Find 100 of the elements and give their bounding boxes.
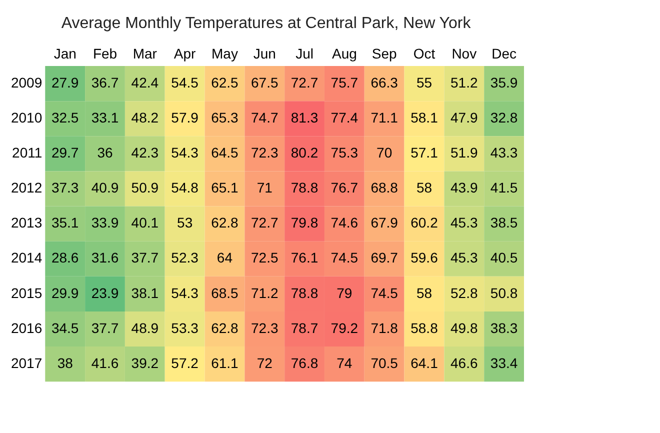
data-label: 65.3 bbox=[211, 109, 239, 126]
data-label: 71.2 bbox=[250, 284, 278, 301]
x-tick-label: Dec bbox=[492, 45, 516, 62]
data-label: 79 bbox=[336, 284, 352, 301]
data-label: 53.3 bbox=[171, 320, 199, 336]
data-label: 68.8 bbox=[370, 180, 398, 196]
data-label: 72 bbox=[256, 354, 273, 371]
y-tick-label: 2009 bbox=[10, 74, 42, 90]
data-label: 29.9 bbox=[51, 284, 79, 301]
data-label: 76.8 bbox=[290, 354, 318, 371]
data-label: 76.1 bbox=[290, 250, 318, 266]
data-label: 35.9 bbox=[490, 74, 518, 90]
data-label: 38 bbox=[57, 354, 74, 371]
data-label: 51.2 bbox=[450, 74, 478, 90]
y-tick-label: 2017 bbox=[10, 354, 42, 371]
data-label: 72.3 bbox=[250, 144, 278, 161]
data-label: 58 bbox=[416, 180, 432, 196]
data-label: 72.7 bbox=[290, 74, 318, 90]
data-label: 71.1 bbox=[370, 109, 398, 126]
data-label: 35.1 bbox=[51, 214, 79, 231]
data-label: 57.1 bbox=[410, 144, 438, 161]
data-label: 54.5 bbox=[171, 74, 199, 90]
data-label: 36 bbox=[97, 144, 113, 161]
data-label: 72.5 bbox=[250, 250, 278, 266]
data-label: 67.9 bbox=[370, 214, 398, 231]
data-label: 53 bbox=[177, 214, 193, 231]
data-label: 54.3 bbox=[171, 144, 199, 161]
x-tick-label: Jan bbox=[54, 45, 76, 62]
data-label: 78.7 bbox=[290, 320, 318, 336]
data-label: 80.2 bbox=[290, 144, 318, 161]
data-label: 38.3 bbox=[490, 320, 518, 336]
data-label: 34.5 bbox=[51, 320, 79, 336]
x-tick-label: Mar bbox=[132, 45, 158, 62]
data-label: 48.9 bbox=[131, 320, 159, 336]
x-tick-label: May bbox=[211, 45, 238, 62]
data-label: 55 bbox=[416, 74, 432, 90]
data-label: 50.9 bbox=[131, 180, 159, 196]
y-tick-label: 2014 bbox=[10, 250, 42, 266]
data-label: 79.8 bbox=[290, 214, 318, 231]
data-label: 70.5 bbox=[370, 354, 398, 371]
data-label: 50.8 bbox=[490, 284, 518, 301]
data-label: 40.9 bbox=[91, 180, 119, 196]
data-label: 74.7 bbox=[250, 109, 278, 126]
data-label: 78.8 bbox=[290, 284, 318, 301]
data-label: 70 bbox=[376, 144, 392, 161]
y-tick-label: 2013 bbox=[10, 214, 42, 231]
data-label: 62.5 bbox=[211, 74, 239, 90]
data-label: 71 bbox=[256, 180, 273, 196]
data-label: 27.9 bbox=[51, 74, 79, 90]
x-tick-label: Jun bbox=[253, 45, 276, 62]
x-tick-label: Sep bbox=[372, 45, 397, 62]
data-label: 74 bbox=[336, 354, 352, 371]
data-label: 67.5 bbox=[250, 74, 278, 90]
data-label: 62.8 bbox=[211, 320, 239, 336]
data-label: 72.3 bbox=[250, 320, 278, 336]
data-label: 61.1 bbox=[211, 354, 239, 371]
data-label: 54.8 bbox=[171, 180, 199, 196]
data-label: 47.9 bbox=[450, 109, 478, 126]
data-label: 68.5 bbox=[211, 284, 239, 301]
data-label: 45.3 bbox=[450, 214, 478, 231]
data-label: 33.4 bbox=[490, 354, 518, 371]
data-label: 59.6 bbox=[410, 250, 438, 266]
data-label: 40.5 bbox=[490, 250, 518, 266]
data-label: 45.3 bbox=[450, 250, 478, 266]
data-label: 37.7 bbox=[131, 250, 159, 266]
data-label: 64.5 bbox=[211, 144, 239, 161]
data-label: 52.3 bbox=[171, 250, 199, 266]
y-tick-label: 2010 bbox=[10, 109, 42, 126]
data-label: 75.7 bbox=[330, 74, 358, 90]
data-label: 39.2 bbox=[131, 354, 159, 371]
data-label: 52.8 bbox=[450, 284, 478, 301]
chart-title: Average Monthly Temperatures at Central Park, New York bbox=[61, 15, 472, 32]
x-tick-label: Feb bbox=[92, 45, 118, 62]
data-label: 42.3 bbox=[131, 144, 159, 161]
data-label: 74.6 bbox=[330, 214, 358, 231]
data-label: 40.1 bbox=[131, 214, 159, 231]
data-label: 76.7 bbox=[330, 180, 358, 196]
y-tick-label: 2011 bbox=[12, 144, 42, 161]
data-label: 46.6 bbox=[450, 354, 478, 371]
data-label: 57.9 bbox=[171, 109, 199, 126]
data-label: 32.5 bbox=[51, 109, 79, 126]
x-tick-label: Apr bbox=[174, 45, 196, 62]
data-label: 41.6 bbox=[91, 354, 119, 371]
data-label: 37.7 bbox=[91, 320, 119, 336]
data-label: 60.2 bbox=[410, 214, 438, 231]
data-label: 37.3 bbox=[51, 180, 79, 196]
data-label: 38.5 bbox=[490, 214, 518, 231]
data-label: 41.5 bbox=[490, 180, 518, 196]
data-label: 74.5 bbox=[330, 250, 358, 266]
data-label: 38.1 bbox=[131, 284, 159, 301]
data-label: 57.2 bbox=[171, 354, 199, 371]
data-label: 64.1 bbox=[410, 354, 438, 371]
data-label: 51.9 bbox=[450, 144, 478, 161]
x-tick-label: Oct bbox=[413, 45, 436, 62]
data-label: 74.5 bbox=[370, 284, 398, 301]
data-label: 31.6 bbox=[91, 250, 119, 266]
data-label: 75.3 bbox=[330, 144, 358, 161]
data-label: 23.9 bbox=[91, 284, 119, 301]
data-label: 81.3 bbox=[290, 109, 318, 126]
data-label: 58 bbox=[416, 284, 432, 301]
